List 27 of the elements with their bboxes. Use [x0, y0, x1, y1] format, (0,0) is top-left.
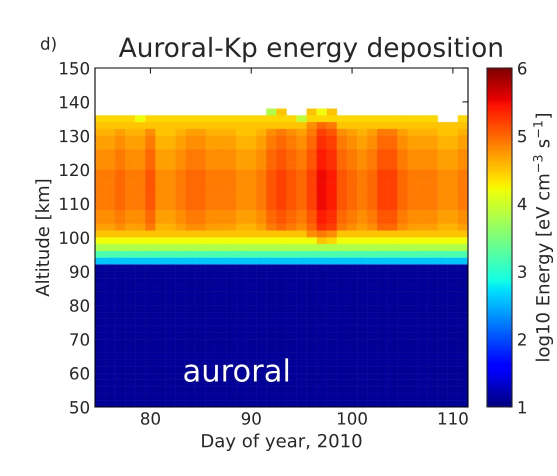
color-bar-label: 5 [518, 130, 526, 142]
y-axis-title: Altitude [km] [35, 180, 52, 297]
y-tick-label: 90 [70, 265, 90, 278]
y-tick-label: 80 [70, 299, 90, 312]
x-axis-title: Day of year, 2010 [202, 434, 362, 452]
text: d) [40, 36, 56, 52]
y-tick-label: 100 [60, 231, 90, 244]
x-tick-label: 80 [140, 412, 160, 425]
color-bar-label: 4 [518, 198, 527, 210]
x-tick-label: 110 [438, 412, 468, 425]
y-tick-label: 60 [70, 367, 90, 380]
annotation: auroral [184, 358, 288, 382]
color-bar-label: 3 [518, 265, 526, 278]
y-tick-label: 140 [60, 96, 90, 108]
color-bar-label: 6 [518, 62, 526, 75]
color-bar-title: log10 Energy [eV cm$^{−3}$ s$^{−1}$] [533, 114, 554, 361]
color-bar-label: 2 [518, 333, 526, 346]
color-bar-label: 1 [518, 401, 526, 414]
x-tick-label: 100 [338, 412, 367, 425]
y-tick-label: 120 [60, 164, 90, 176]
y-tick-label: 150 [60, 62, 90, 75]
y-tick-label: 130 [60, 130, 90, 142]
y-tick-label: 50 [70, 400, 90, 414]
y-tick-label: 110 [60, 198, 90, 210]
x-tick-label: 90 [242, 412, 261, 425]
y-tick-label: 70 [70, 333, 90, 346]
chart-title: Auroral-Kp energy deposition [118, 36, 502, 62]
